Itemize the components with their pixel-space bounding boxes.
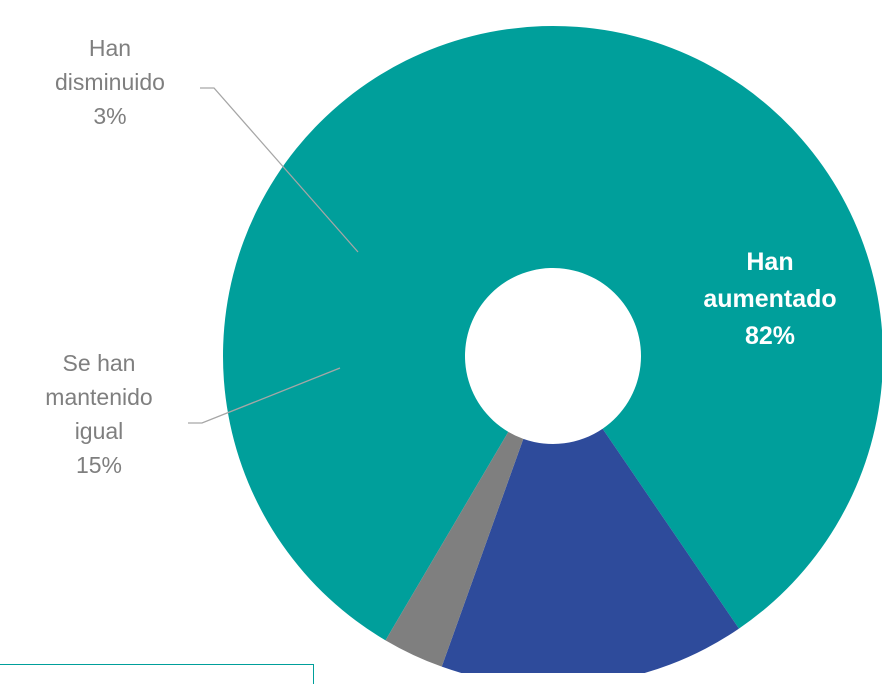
data-label-line: Han (89, 35, 131, 61)
data-label-se-han-mantenido-igual: Se han mantenido igual 15% (45, 350, 152, 478)
data-label-value: 3% (93, 103, 126, 129)
data-label-value: 15% (76, 452, 122, 478)
leader-lines (188, 87, 359, 424)
data-label-value: 82% (745, 322, 795, 350)
data-label-line: igual (75, 418, 124, 444)
data-label-line: Han (746, 248, 793, 276)
slice-han-disminuido (385, 431, 524, 667)
data-label-line: disminuido (55, 69, 165, 95)
slices-layer (223, 26, 882, 673)
data-label-han-disminuido: Han disminuido 3% (55, 35, 165, 129)
data-label-han-aumentado: Han aumentado 82% (703, 248, 836, 350)
data-label-line: Se han (63, 350, 136, 376)
slice-se-han-mantenido-igual (441, 428, 739, 673)
data-label-line: aumentado (703, 285, 836, 313)
leader-line-se-han-mantenido-igual (188, 367, 341, 424)
slice-han-aumentado (223, 26, 882, 641)
data-label-line: mantenido (45, 384, 152, 410)
data-labels: Han aumentado 82% Se han mantenido igual 15% Ha… (45, 35, 836, 478)
leader-line-han-disminuido (200, 87, 359, 253)
note-box (0, 664, 314, 684)
